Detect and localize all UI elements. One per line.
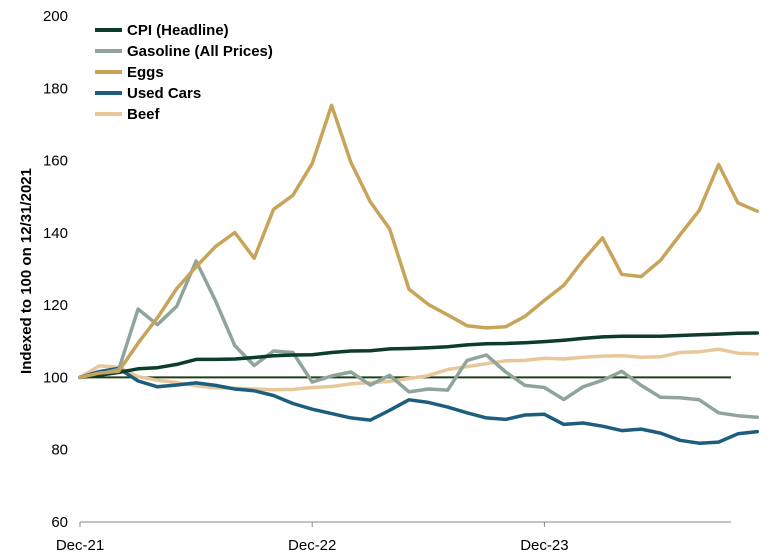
x-tick-label: Dec-21: [56, 537, 104, 554]
series-line-used-cars: [78, 366, 760, 445]
y-tick-label: 200: [43, 8, 68, 25]
legend-label: Eggs: [127, 64, 164, 81]
x-axis-ticks: Dec-21 Dec-22 Dec-23: [56, 522, 569, 554]
series-line-cpi-headline: [78, 331, 760, 380]
y-axis-label: Indexed to 100 on 12/31/2021: [18, 168, 35, 374]
legend-label: CPI (Headline): [127, 22, 229, 39]
y-tick-label: 140: [43, 225, 68, 242]
y-tick-label: 60: [51, 514, 68, 531]
legend-label: Beef: [127, 106, 161, 123]
x-tick-label: Dec-22: [288, 537, 336, 554]
y-tick-label: 100: [43, 369, 68, 386]
legend: CPI (Headline) Gasoline (All Prices) Eggs U…: [95, 22, 273, 123]
legend-label: Gasoline (All Prices): [127, 43, 273, 60]
legend-label: Used Cars: [127, 85, 201, 102]
series-lines: [78, 103, 760, 445]
series-line-eggs: [78, 103, 760, 380]
y-tick-label: 160: [43, 153, 68, 170]
x-tick-label: Dec-23: [520, 537, 568, 554]
y-tick-label: 120: [43, 297, 68, 314]
y-tick-label: 80: [51, 442, 68, 459]
series-line-beef: [78, 347, 760, 392]
y-tick-label: 180: [43, 80, 68, 97]
y-axis-ticks: 60 80 100 120 140 160 180 200: [43, 8, 68, 531]
